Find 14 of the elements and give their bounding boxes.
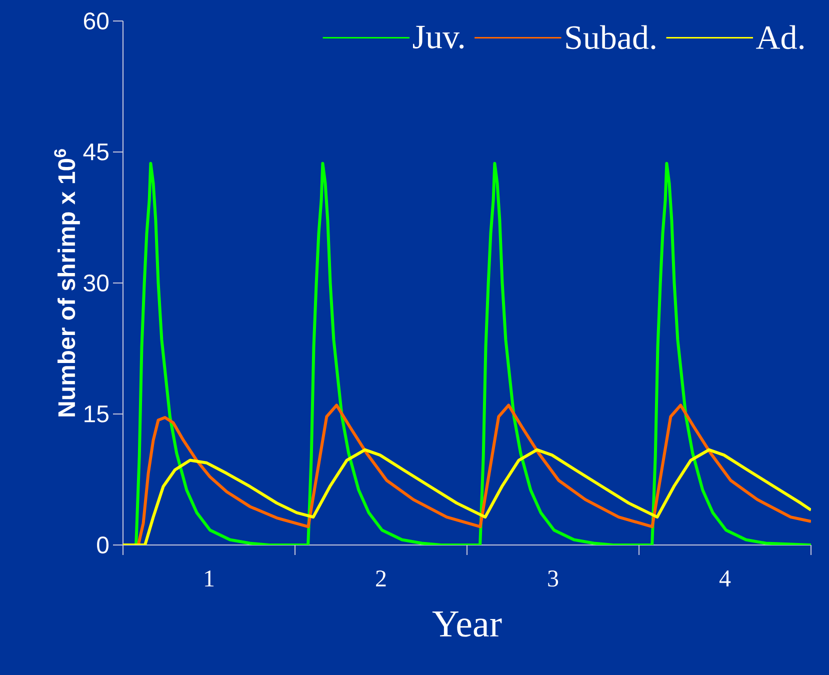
y-tick-label: 30 — [84, 274, 109, 292]
legend-label: Ad. — [756, 25, 804, 50]
y-tick-label: 15 — [84, 406, 108, 422]
x-tick-label: 1 — [205, 570, 214, 586]
x-axis-title: Year — [432, 612, 502, 637]
y-axis-title: Number of shrimp x 10$^{6}$ — [54, 149, 80, 416]
x-tick-label: 4 — [719, 570, 731, 586]
y-tick-label: 60 — [84, 12, 109, 30]
legend-label: Subad. — [566, 25, 656, 50]
x-tick-label: 3 — [548, 570, 558, 587]
x-tick-label: 2 — [376, 570, 386, 586]
y-tick-label: 45 — [83, 144, 108, 160]
legend-label: Juv. — [412, 26, 464, 49]
y-tick-label: 0 — [97, 536, 109, 554]
